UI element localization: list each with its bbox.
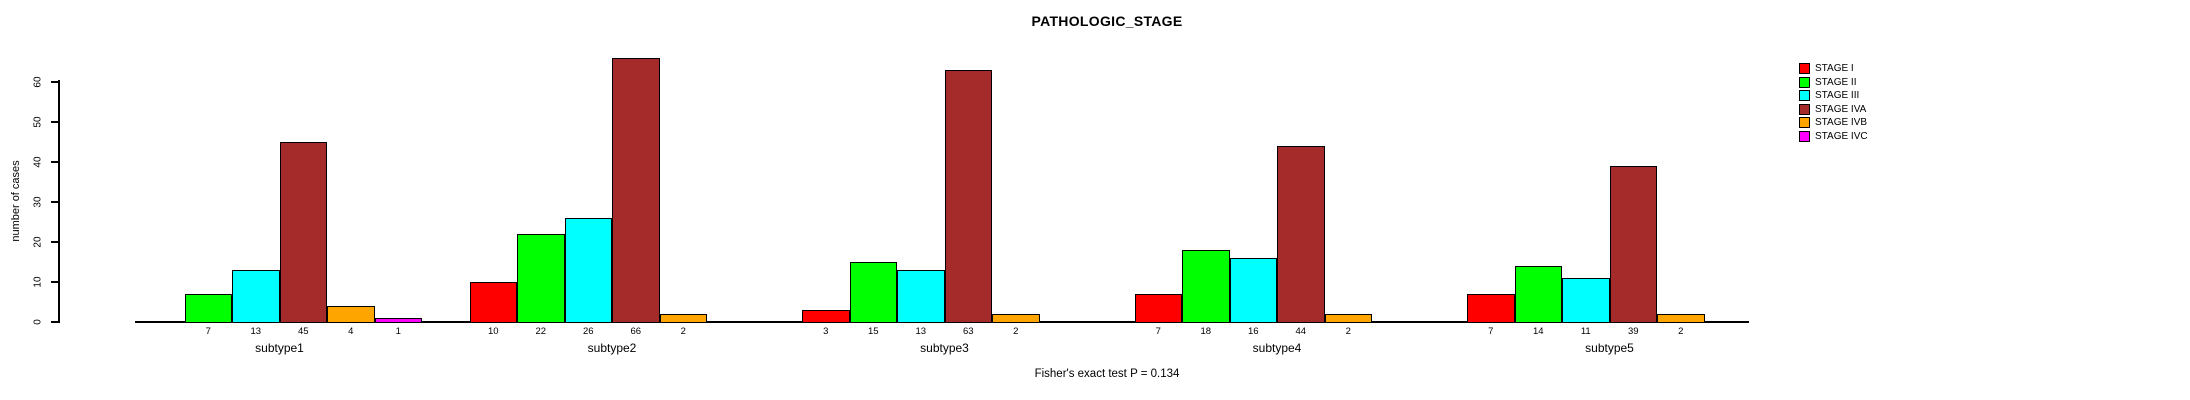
legend-swatch-icon <box>1799 117 1810 128</box>
legend-item: STAGE IVB <box>1799 117 1868 128</box>
bar-count-label: 22 <box>535 326 547 337</box>
y-axis-line <box>58 80 60 323</box>
bar-subtype3-stage-iii <box>897 270 945 323</box>
bar-count-label: 39 <box>1627 326 1639 337</box>
bar-count-label: 1 <box>395 326 401 337</box>
bar-count-label: 14 <box>1532 326 1544 337</box>
legend-item: STAGE IVC <box>1799 130 1868 142</box>
bar-subtype5-stage-i <box>1467 294 1515 323</box>
bar-count-label: 3 <box>823 326 829 337</box>
bar-subtype5-stage-iva <box>1609 166 1657 323</box>
legend-label: STAGE IVA <box>1815 103 1867 115</box>
legend-swatch-icon <box>1799 63 1810 74</box>
legend-label: STAGE II <box>1815 76 1857 88</box>
bar-count-label: 2 <box>1678 326 1684 337</box>
y-tick-mark <box>51 81 58 83</box>
bar-subtype1-stage-ivb <box>327 306 375 323</box>
bar-count-label: 10 <box>487 326 499 337</box>
bar-count-label: 2 <box>680 326 686 337</box>
bar-count-label: 26 <box>582 326 594 337</box>
legend-label: STAGE IVC <box>1815 130 1868 142</box>
y-tick-mark <box>51 241 58 243</box>
legend-item: STAGE III <box>1799 90 1868 101</box>
bar-count-label: 2 <box>1345 326 1351 337</box>
bar-count-label: 13 <box>915 326 927 337</box>
y-tick-mark <box>51 121 58 123</box>
bar-subtype1-stage-ii <box>184 294 232 323</box>
bar-count-label: 66 <box>630 326 642 337</box>
x-category-label: subtype3 <box>920 341 969 355</box>
bar-subtype4-stage-iva <box>1277 146 1325 323</box>
legend-label: STAGE III <box>1815 90 1860 101</box>
bar-subtype2-stage-ii <box>517 234 565 323</box>
bar-count-label: 45 <box>297 326 309 337</box>
y-tick-mark <box>51 201 58 203</box>
bar-count-label: 18 <box>1200 326 1212 337</box>
bar-count-label: 7 <box>205 326 211 337</box>
y-tick-label: 50 <box>32 116 44 128</box>
y-tick-label: 40 <box>32 156 44 168</box>
fisher-test-note: Fisher's exact test P = 0.134 <box>1034 368 1180 380</box>
x-category-label: subtype5 <box>1585 341 1634 355</box>
legend-label: STAGE I <box>1815 63 1854 74</box>
bar-count-label: 11 <box>1580 326 1591 337</box>
x-category-label: subtype4 <box>1252 341 1302 355</box>
y-tick-label: 60 <box>32 76 44 88</box>
bar-count-label: 4 <box>348 326 354 337</box>
bar-subtype3-stage-i <box>802 310 850 323</box>
bar-subtype2-stage-iva <box>612 58 660 323</box>
x-category-label: subtype2 <box>587 341 637 355</box>
legend-item: STAGE IVA <box>1799 103 1868 115</box>
y-tick-mark <box>51 321 58 323</box>
bar-count-label: 7 <box>1155 326 1161 337</box>
bar-count-label: 16 <box>1247 326 1259 337</box>
bar-subtype1-stage-iii <box>232 270 280 323</box>
y-axis-label: number of cases <box>10 160 22 242</box>
bar-subtype5-stage-ii <box>1514 266 1562 323</box>
legend-swatch-icon <box>1799 130 1810 142</box>
bar-count-label: 13 <box>250 326 262 337</box>
bar-subtype4-stage-iii <box>1229 258 1277 323</box>
y-tick-label: 30 <box>32 196 44 208</box>
legend-item: STAGE I <box>1799 63 1868 74</box>
legend-label: STAGE IVB <box>1815 117 1868 128</box>
y-tick-label: 10 <box>32 276 44 288</box>
bar-subtype2-stage-ivb <box>659 314 707 323</box>
bar-count-label: 2 <box>1013 326 1019 337</box>
legend-item: STAGE II <box>1799 76 1868 88</box>
bar-subtype3-stage-ii <box>849 262 897 323</box>
bar-subtype4-stage-ii <box>1182 250 1230 323</box>
x-category-label: subtype1 <box>255 341 304 355</box>
chart-title: PATHOLOGIC_STAGE <box>1031 13 1183 29</box>
y-tick-mark <box>51 161 58 163</box>
bar-count-label: 7 <box>1488 326 1494 337</box>
bar-subtype5-stage-iii <box>1562 278 1610 323</box>
bar-count-label: 63 <box>962 326 974 337</box>
bar-subtype4-stage-ivb <box>1324 314 1372 323</box>
bar-subtype3-stage-ivb <box>992 314 1040 323</box>
y-tick-label: 0 <box>32 319 44 325</box>
bar-subtype4-stage-i <box>1134 294 1182 323</box>
bar-subtype1-stage-ivc <box>374 318 422 323</box>
y-tick-mark <box>51 281 58 283</box>
bar-subtype3-stage-iva <box>944 70 992 323</box>
legend-swatch-icon <box>1799 103 1810 115</box>
legend-swatch-icon <box>1799 76 1810 88</box>
bar-count-label: 15 <box>867 326 879 337</box>
legend: STAGE I STAGE II STAGE III STAGE IVA STAGE I… <box>1799 63 1868 142</box>
y-tick-label: 20 <box>32 236 44 248</box>
legend-swatch-icon <box>1799 90 1810 101</box>
bar-subtype5-stage-ivb <box>1657 314 1705 323</box>
bar-count-label: 44 <box>1295 326 1307 337</box>
bar-subtype1-stage-iva <box>279 142 327 323</box>
bar-subtype2-stage-i <box>469 282 517 323</box>
bar-subtype2-stage-iii <box>564 218 612 323</box>
